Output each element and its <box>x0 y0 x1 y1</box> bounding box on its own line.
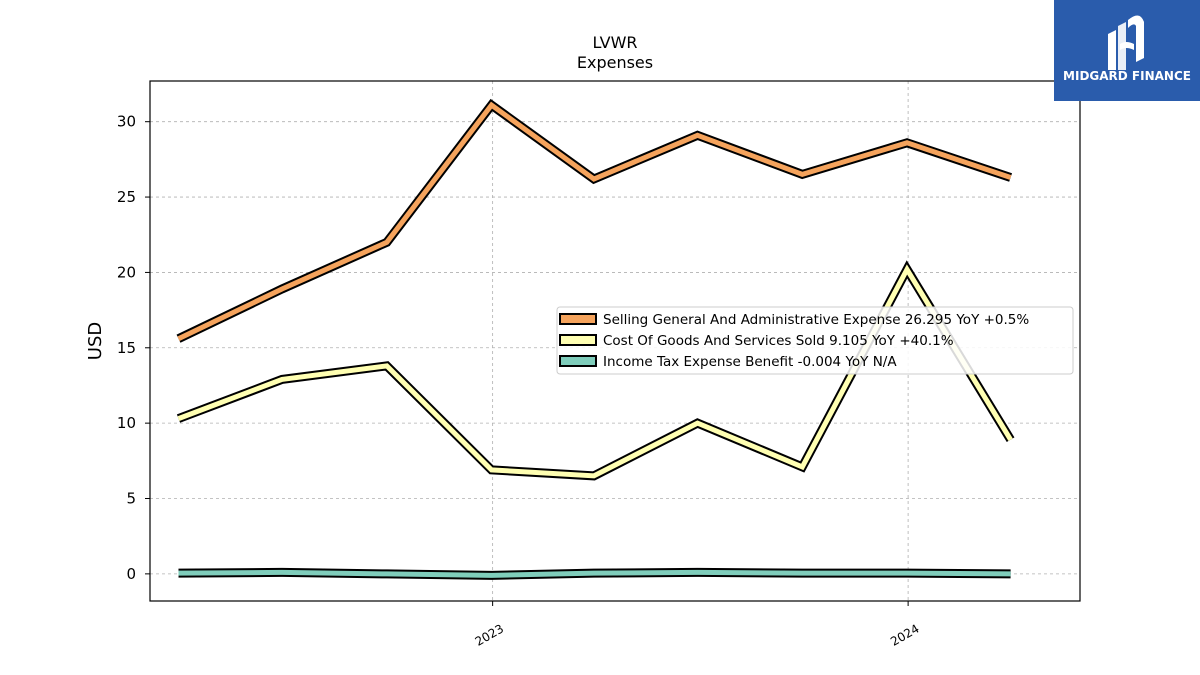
x-tick-label: 2024 <box>888 621 921 648</box>
legend-swatch <box>559 313 597 325</box>
series-line <box>177 101 1012 341</box>
legend-item: Income Tax Expense Benefit -0.004 YoY N/… <box>559 354 897 370</box>
plot-frame <box>149 80 1081 602</box>
x-axis-ticks: 2023 2024 <box>473 601 922 649</box>
legend-item: Cost Of Goods And Services Sold 9.105 Yo… <box>559 333 954 349</box>
logo-background <box>1054 0 1200 101</box>
y-tick-label: 25 <box>117 188 136 206</box>
legend: Selling General And Administrative Expen… <box>556 306 1074 375</box>
y-axis-ticks: 0 5 10 15 20 25 30 <box>117 113 150 583</box>
legend-label: Selling General And Administrative Expen… <box>603 312 1029 328</box>
y-tick-label: 5 <box>126 490 136 508</box>
chart-subtitle: Expenses <box>577 53 653 72</box>
y-tick-label: 30 <box>117 113 136 131</box>
y-tick-label: 0 <box>126 565 136 583</box>
legend-box <box>556 306 1074 375</box>
legend-item: Selling General And Administrative Expen… <box>559 312 1029 328</box>
x-tick-label: 2023 <box>473 621 506 648</box>
y-axis-label: USD <box>85 322 106 360</box>
legend-swatch <box>559 355 597 367</box>
logo-mark-icon <box>1108 15 1144 70</box>
series-line <box>178 569 1011 578</box>
y-tick-label: 15 <box>117 339 136 357</box>
legend-label: Income Tax Expense Benefit -0.004 YoY N/… <box>603 354 897 370</box>
y-tick-label: 20 <box>117 263 136 281</box>
logo-text: MIDGARD FINANCE <box>1063 69 1191 83</box>
chart-title: LVWR <box>592 33 637 52</box>
midgard-finance-logo: MIDGARD FINANCE <box>1054 0 1200 101</box>
y-tick-label: 10 <box>117 414 136 432</box>
series-3 <box>178 567 1011 580</box>
legend-label: Cost Of Goods And Services Sold 9.105 Yo… <box>603 333 954 349</box>
series-1 <box>176 98 1013 343</box>
legend-swatch <box>559 334 597 346</box>
